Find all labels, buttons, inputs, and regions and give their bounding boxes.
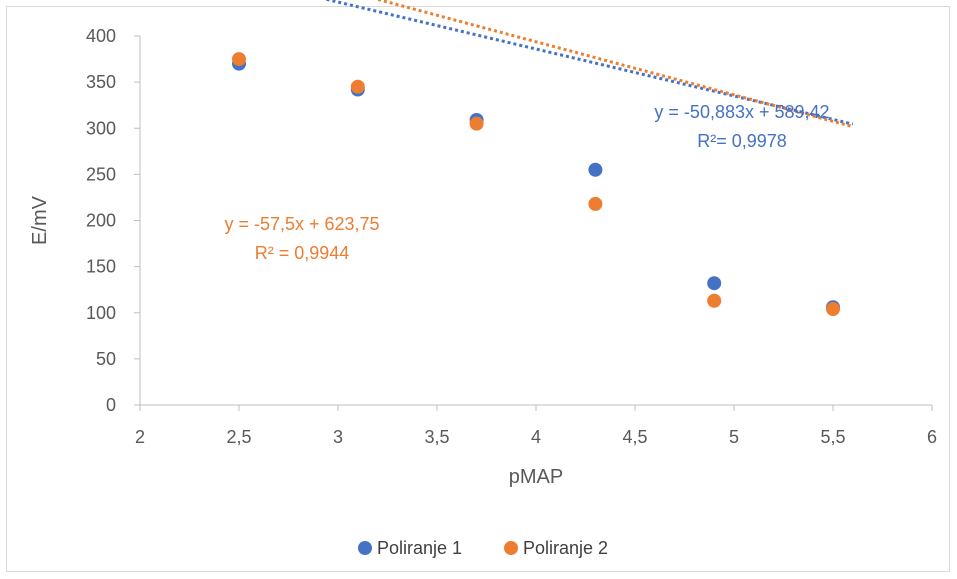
- series1-r2: R²= 0,9978: [697, 131, 787, 151]
- y-tick-label: 400: [86, 26, 116, 46]
- x-tick-label: 3,5: [424, 427, 449, 447]
- x-tick-label: 5,5: [820, 427, 845, 447]
- x-tick-label: 2: [135, 427, 145, 447]
- y-tick-label: 350: [86, 72, 116, 92]
- x-axis-title: pMAP: [509, 466, 563, 488]
- legend: Poliranje 1 Poliranje 2: [358, 538, 608, 558]
- data-point-series2: [707, 294, 721, 308]
- series2-r2: R² = 0,9944: [255, 243, 350, 263]
- y-tick-label: 50: [96, 349, 116, 369]
- data-point-series2: [826, 302, 840, 316]
- x-tick-label: 2,5: [226, 427, 251, 447]
- data-points: [232, 52, 840, 316]
- y-tick-label: 200: [86, 211, 116, 231]
- data-point-series1: [707, 276, 721, 290]
- legend-label-series2: Poliranje 2: [523, 538, 608, 558]
- legend-label-series1: Poliranje 1: [377, 538, 462, 558]
- x-tick-label: 5: [729, 427, 739, 447]
- y-axis-title: E/mV: [29, 195, 51, 245]
- y-tick-labels: 0 50 100 150 200 250 300 350 400: [86, 26, 140, 415]
- series2-equation: y = -57,5x + 623,75: [224, 214, 379, 234]
- legend-marker-series1: [358, 541, 372, 555]
- x-tick-label: 4: [531, 427, 541, 447]
- x-tick-label: 6: [927, 427, 937, 447]
- y-tick-label: 0: [106, 395, 116, 415]
- data-point-series2: [470, 117, 484, 131]
- x-tick-labels: 2 2,5 3 3,5 4 4,5 5 5,5 6: [135, 405, 937, 447]
- data-point-series2: [588, 197, 602, 211]
- data-point-series2: [232, 52, 246, 66]
- y-tick-label: 100: [86, 303, 116, 323]
- y-tick-label: 150: [86, 257, 116, 277]
- x-tick-label: 3: [333, 427, 343, 447]
- y-tick-label: 300: [86, 118, 116, 138]
- series1-equation: y = -50,883x + 589,42: [654, 102, 829, 122]
- y-tick-label: 250: [86, 164, 116, 184]
- data-point-series1: [588, 163, 602, 177]
- legend-marker-series2: [504, 541, 518, 555]
- x-tick-label: 4,5: [622, 427, 647, 447]
- data-point-series2: [351, 80, 365, 94]
